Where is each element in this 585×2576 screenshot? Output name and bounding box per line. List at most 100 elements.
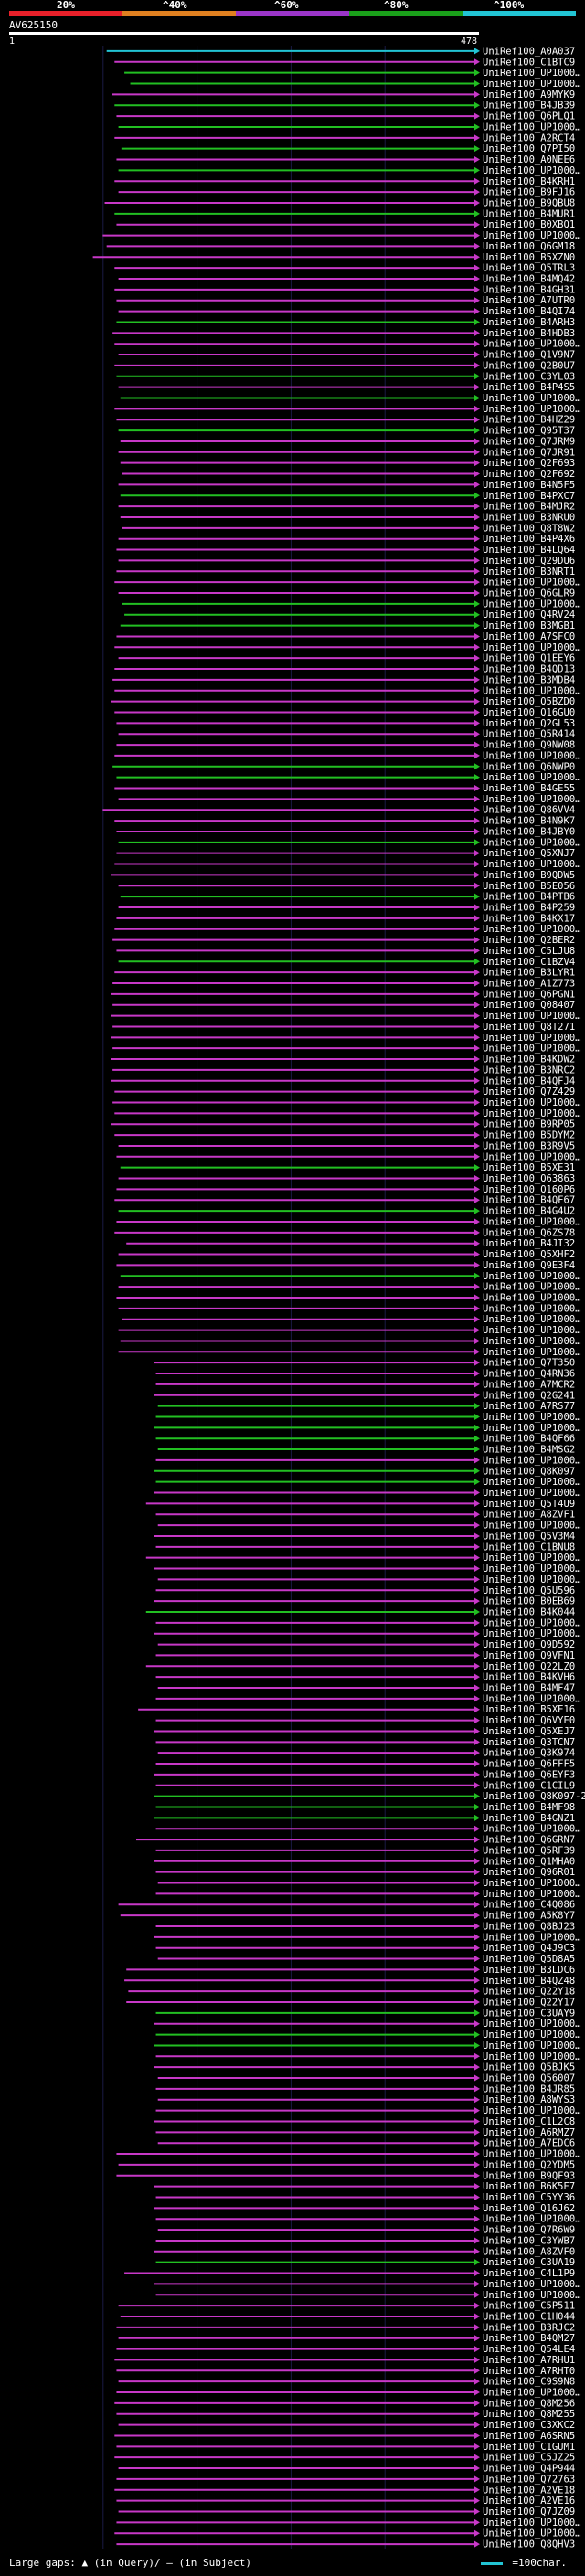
hit-label[interactable]: UniRef100_B9QDW5 <box>483 870 575 881</box>
hit-row[interactable]: UniRef100_UP1000… <box>120 1271 581 1282</box>
hit-label[interactable]: UniRef100_C1GUM1 <box>483 2442 575 2453</box>
hit-label[interactable]: UniRef100_UP1000… <box>483 122 580 133</box>
hit-row[interactable]: UniRef100_B4P4X6 <box>118 534 576 545</box>
hit-row[interactable]: UniRef100_B4PXC7 <box>120 491 575 502</box>
hit-row[interactable]: UniRef100_A2VE18 <box>114 2485 575 2496</box>
hit-row[interactable]: UniRef100_B0XBQ1 <box>116 219 575 230</box>
hit-label[interactable]: UniRef100_Q6FFF5 <box>483 1759 575 1770</box>
hit-label[interactable]: UniRef100_B4LQ64 <box>483 545 575 556</box>
hit-row[interactable]: UniRef100_Q08407 <box>112 1000 575 1011</box>
hit-label[interactable]: UniRef100_Q29DU6 <box>483 556 575 567</box>
hit-row[interactable]: UniRef100_A0NEE6 <box>116 154 575 165</box>
hit-label[interactable]: UniRef100_A7RS77 <box>483 1401 575 1412</box>
hit-label[interactable]: UniRef100_Q5D8A5 <box>483 1954 575 1965</box>
hit-row[interactable]: UniRef100_A7MCR2 <box>155 1379 576 1390</box>
hit-label[interactable]: UniRef100_UP1000… <box>483 165 580 176</box>
hit-label[interactable]: UniRef100_B4JR85 <box>483 2083 575 2094</box>
hit-label[interactable]: UniRef100_UP1000… <box>483 750 580 761</box>
hit-label[interactable]: UniRef100_B3MDB4 <box>483 674 575 685</box>
hit-row[interactable]: UniRef100_UP1000… <box>154 1488 580 1499</box>
hit-row[interactable]: UniRef100_B4LQ64 <box>116 545 575 556</box>
hit-row[interactable]: UniRef100_Q3K974 <box>157 1748 575 1759</box>
hit-label[interactable]: UniRef100_Q4P944 <box>483 2464 575 2475</box>
hit-label[interactable]: UniRef100_C5P511 <box>483 2301 575 2312</box>
hit-row[interactable]: UniRef100_B4JBY0 <box>116 826 575 837</box>
hit-label[interactable]: UniRef100_Q5V3M4 <box>483 1531 575 1542</box>
hit-label[interactable]: UniRef100_B4MQ42 <box>483 274 575 285</box>
hit-row[interactable]: UniRef100_B4GNZ1 <box>154 1813 575 1824</box>
hit-row[interactable]: UniRef100_UP1000… <box>124 68 580 79</box>
hit-label[interactable]: UniRef100_A8ZVF0 <box>483 2246 575 2257</box>
hit-label[interactable]: UniRef100_C3UA19 <box>483 2257 575 2268</box>
hit-row[interactable]: UniRef100_B3LDC6 <box>126 1965 575 1976</box>
hit-label[interactable]: UniRef100_B4GE55 <box>483 783 575 794</box>
hit-row[interactable]: UniRef100_B4KRH1 <box>114 176 575 187</box>
hit-row[interactable]: UniRef100_UP1000… <box>114 2528 580 2539</box>
hit-row[interactable]: UniRef100_Q1MHA0 <box>154 1856 575 1867</box>
hit-row[interactable]: UniRef100_UP1000… <box>116 2388 580 2399</box>
hit-row[interactable]: UniRef100_Q5RF39 <box>155 1845 576 1856</box>
hit-label[interactable]: UniRef100_Q6PLQ1 <box>483 111 575 122</box>
hit-label[interactable]: UniRef100_Q5XHF2 <box>483 1249 575 1260</box>
hit-row[interactable]: UniRef100_C3UAY9 <box>155 2008 576 2019</box>
hit-label[interactable]: UniRef100_UP1000… <box>483 2388 580 2399</box>
hit-row[interactable]: UniRef100_B9QBU8 <box>104 197 576 208</box>
hit-row[interactable]: UniRef100_UP1000… <box>114 685 580 696</box>
hit-label[interactable]: UniRef100_A0NEE6 <box>483 154 575 165</box>
hit-row[interactable]: UniRef100_A1Z773 <box>112 979 575 990</box>
hit-label[interactable]: UniRef100_B0XBQ1 <box>483 219 575 230</box>
hit-row[interactable]: UniRef100_B9RP05 <box>110 1119 575 1130</box>
hit-label[interactable]: UniRef100_Q9E3F4 <box>483 1260 575 1271</box>
hit-label[interactable]: UniRef100_Q9NW08 <box>483 740 575 751</box>
hit-row[interactable]: UniRef100_A2RCT4 <box>114 133 575 143</box>
hit-row[interactable]: UniRef100_A0A037 <box>106 46 575 57</box>
hit-row[interactable]: UniRef100_Q8BJ23 <box>155 1921 576 1932</box>
hit-label[interactable]: UniRef100_A2RCT4 <box>483 133 575 143</box>
hit-label[interactable]: UniRef100_UP1000… <box>483 393 580 404</box>
hit-row[interactable]: UniRef100_Q5XNJ7 <box>116 848 575 859</box>
hit-label[interactable]: UniRef100_Q160P6 <box>483 1184 575 1195</box>
hit-label[interactable]: UniRef100_UP1000… <box>483 2279 580 2290</box>
hit-row[interactable]: UniRef100_Q8T8W2 <box>122 523 575 534</box>
hit-row[interactable]: UniRef100_UP1000… <box>114 339 580 350</box>
hit-label[interactable]: UniRef100_Q5XNJ7 <box>483 848 575 859</box>
hit-row[interactable]: UniRef100_Q2YDM5 <box>118 2159 576 2170</box>
hit-row[interactable]: UniRef100_Q1V9N7 <box>118 350 576 361</box>
hit-label[interactable]: UniRef100_UP1000… <box>483 642 580 653</box>
hit-row[interactable]: UniRef100_Q6ZS78 <box>114 1227 575 1238</box>
hit-row[interactable]: UniRef100_UP1000… <box>116 2518 580 2528</box>
hit-row[interactable]: UniRef100_Q5XEJ7 <box>154 1726 575 1737</box>
hit-label[interactable]: UniRef100_UP1000… <box>483 837 580 848</box>
hit-label[interactable]: UniRef100_UP1000… <box>483 859 580 870</box>
hit-label[interactable]: UniRef100_UP1000… <box>483 1889 580 1900</box>
hit-label[interactable]: UniRef100_A2VE16 <box>483 2496 575 2507</box>
hit-label[interactable]: UniRef100_Q72763 <box>483 2474 575 2485</box>
hit-row[interactable]: UniRef100_B9QDW5 <box>110 870 575 881</box>
hit-label[interactable]: UniRef100_Q8K097-2 <box>483 1791 585 1802</box>
hit-row[interactable]: UniRef100_C1GUM1 <box>116 2442 575 2453</box>
hit-label[interactable]: UniRef100_UP1000… <box>483 2019 580 2030</box>
hit-row[interactable]: UniRef100_B4GE55 <box>114 783 575 794</box>
hit-label[interactable]: UniRef100_C4L1P9 <box>483 2268 575 2279</box>
hit-label[interactable]: UniRef100_B4QI74 <box>483 306 575 317</box>
hit-row[interactable]: UniRef100_UP1000… <box>155 2030 581 2041</box>
hit-row[interactable]: UniRef100_A6RMZ7 <box>155 2127 576 2138</box>
hit-row[interactable]: UniRef100_Q160P6 <box>116 1184 575 1195</box>
hit-label[interactable]: UniRef100_A5K8Y7 <box>483 1911 575 1922</box>
hit-label[interactable]: UniRef100_A2VE18 <box>483 2485 575 2496</box>
hit-label[interactable]: UniRef100_A7RHU1 <box>483 2355 575 2366</box>
hit-label[interactable]: UniRef100_Q2F693 <box>483 458 575 469</box>
hit-row[interactable]: UniRef100_B4KVH6 <box>155 1672 576 1683</box>
hit-row[interactable]: UniRef100_UP1000… <box>114 578 580 588</box>
hit-row[interactable]: UniRef100_Q5R414 <box>118 729 576 740</box>
hit-row[interactable]: UniRef100_Q6PLQ1 <box>116 111 575 122</box>
hit-row[interactable]: UniRef100_B4QFJ4 <box>110 1076 575 1087</box>
hit-row[interactable]: UniRef100_UP1000… <box>118 165 581 176</box>
hit-label[interactable]: UniRef100_UP1000… <box>483 2105 580 2116</box>
hit-row[interactable]: UniRef100_UP1000… <box>155 1693 581 1704</box>
hit-row[interactable]: UniRef100_C4L1P9 <box>124 2268 575 2279</box>
hit-label[interactable]: UniRef100_B4GNZ1 <box>483 1813 575 1824</box>
hit-label[interactable]: UniRef100_Q8M255 <box>483 2409 575 2420</box>
hit-row[interactable]: UniRef100_C5YY36 <box>155 2192 576 2203</box>
hit-row[interactable]: UniRef100_Q5T4U9 <box>145 1499 575 1510</box>
